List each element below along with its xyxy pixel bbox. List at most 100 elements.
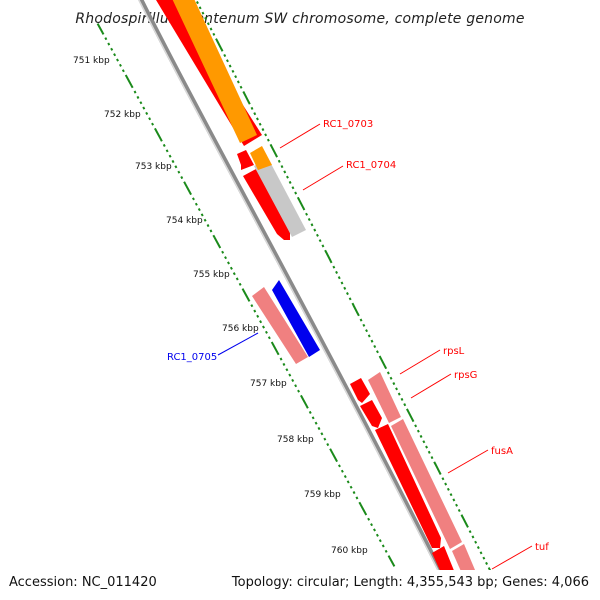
tick-mark (212, 234, 216, 238)
tick-mark (434, 463, 441, 474)
tick-mark (119, 63, 122, 67)
gene-label-rc1-0703[interactable]: RC1_0703 (323, 119, 373, 130)
tick-mark (471, 535, 475, 539)
tick-mark (367, 334, 371, 338)
tick-mark (482, 556, 486, 560)
footer-bg (0, 570, 600, 600)
tick-mark (259, 320, 263, 324)
cds-feature-gray[interactable] (254, 158, 306, 237)
tick-mark (279, 357, 283, 361)
tick-mark (204, 16, 208, 20)
tick-mark (397, 392, 401, 396)
tick-mark (250, 106, 254, 110)
cds-feature-pink[interactable] (391, 419, 462, 549)
cds-feature-pink[interactable] (368, 372, 401, 423)
tick-mark (288, 180, 292, 184)
tick-mark (348, 297, 352, 301)
tick-mark (247, 101, 251, 105)
tick-mark (330, 450, 337, 461)
tick-mark (151, 122, 154, 126)
tick-mark (124, 74, 128, 78)
tick-mark (323, 437, 327, 441)
cds-feature-orange[interactable] (168, 0, 257, 143)
tick-mark (449, 493, 453, 497)
gene-label-fusa[interactable]: fusA (491, 446, 513, 457)
tick-mark (269, 143, 273, 147)
label-line-rpsl (399, 349, 441, 375)
tick-mark (184, 183, 191, 194)
tick-mark (362, 323, 366, 327)
tick-mark (216, 40, 223, 50)
tick-mark (96, 23, 104, 33)
tick-mark (261, 128, 265, 132)
cds-feature-blue[interactable] (272, 280, 320, 357)
tick-mark (271, 343, 279, 354)
cds-feature-pink[interactable] (252, 287, 308, 364)
tick-mark (307, 217, 311, 222)
tick-mark (375, 533, 379, 537)
cds-feature[interactable] (350, 378, 370, 403)
cds-feature[interactable] (243, 169, 290, 240)
tick-mark (224, 256, 227, 260)
cds-feature[interactable] (375, 424, 441, 548)
map-title: Rhodospirillum centenum SW chromosome, c… (75, 11, 524, 27)
tick-label: 752 kbp (104, 110, 141, 120)
tick-mark (476, 546, 480, 550)
tick-mark (101, 31, 105, 35)
tick-label: 757 kbp (250, 379, 287, 389)
cds-feature[interactable] (237, 150, 254, 170)
tick-mark (285, 368, 289, 372)
tick-mark (242, 91, 246, 95)
tick-mark (229, 266, 233, 270)
tick-mark (308, 410, 312, 414)
tick-mark (206, 224, 210, 228)
tick-mark (411, 419, 415, 423)
tick-mark (154, 127, 157, 131)
gene-label-tuf[interactable]: tuf (535, 542, 549, 553)
tick-mark (107, 42, 111, 46)
tick-mark (381, 544, 385, 548)
tick-label: 758 kbp (277, 435, 314, 445)
tick-mark (235, 277, 239, 281)
tick-mark (238, 282, 242, 286)
tick-mark (283, 170, 287, 174)
tick-mark (352, 491, 356, 495)
tick-mark (301, 396, 308, 407)
tick-mark (192, 197, 195, 201)
tick-mark (343, 286, 347, 290)
tick-mark (296, 196, 300, 200)
tick-mark (406, 408, 409, 412)
tick-mark (171, 159, 175, 164)
tick-mark (168, 154, 172, 158)
tick-mark (376, 350, 379, 354)
tick-mark (256, 314, 260, 318)
tick-mark (125, 76, 133, 87)
tick-mark (130, 85, 134, 89)
tick-mark (212, 32, 216, 36)
tick-mark (177, 170, 181, 174)
label-line-rpsg (410, 373, 452, 399)
cds-feature-orange[interactable] (250, 146, 272, 170)
tick-mark (359, 503, 367, 514)
tick-mark (280, 165, 284, 169)
tick-mark (346, 480, 350, 484)
tick-mark (378, 539, 382, 543)
tick-mark (294, 191, 298, 195)
gene-label-rpsl[interactable]: rpsL (443, 346, 465, 357)
tick-ring-inner (96, 23, 396, 567)
tick-mark (485, 561, 488, 565)
gene-label-rpsg[interactable]: rpsG (454, 370, 477, 381)
tick-mark (197, 208, 201, 212)
tick-mark (487, 567, 491, 571)
label-line-rc1-0703 (279, 123, 321, 149)
label-line-rc1-0705 (217, 332, 259, 356)
tick-mark (236, 80, 240, 84)
tick-mark (311, 416, 315, 420)
tick-mark (286, 175, 289, 179)
tick-mark (139, 101, 143, 105)
tick-mark (196, 1, 199, 5)
cds-feature[interactable] (360, 400, 382, 428)
gene-label-rc1-0704[interactable]: RC1_0704 (346, 160, 396, 171)
tick-mark (388, 557, 396, 567)
gene-label-rc1-0705[interactable]: RC1_0705 (167, 352, 217, 363)
